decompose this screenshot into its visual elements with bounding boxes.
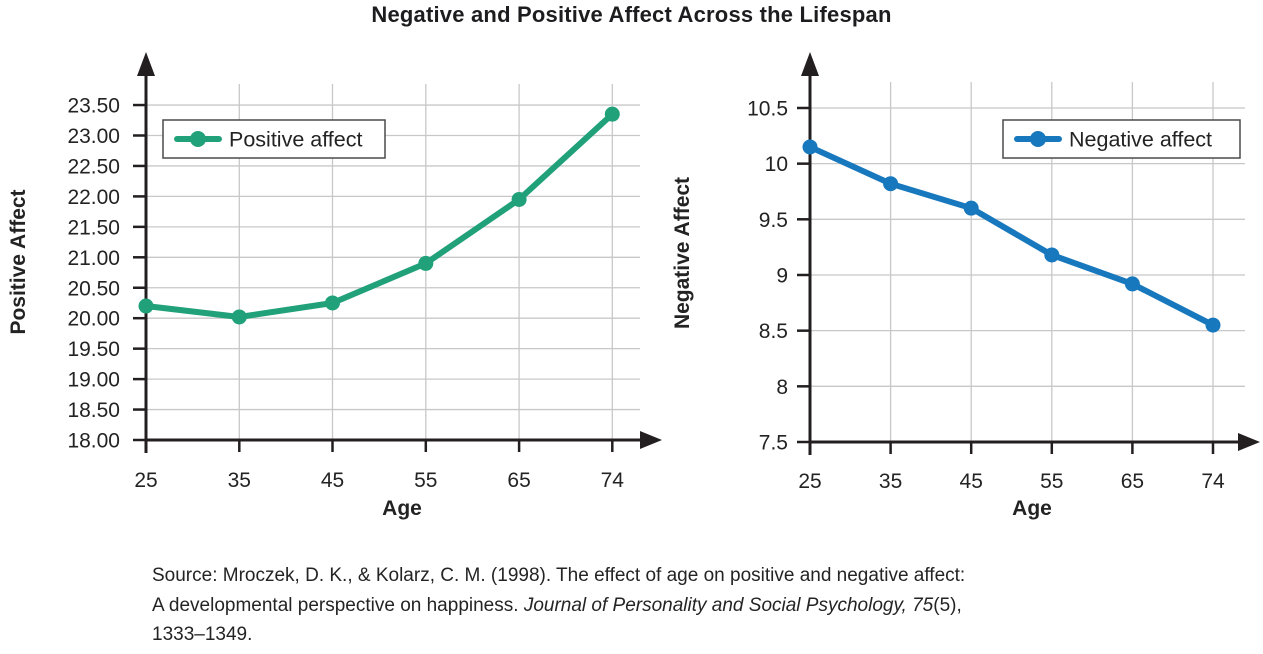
y-axis-arrow [801, 52, 819, 76]
x-tick-label: 35 [228, 469, 251, 492]
x-tick-label: 25 [134, 469, 157, 492]
data-point [1124, 276, 1140, 292]
y-tick-label: 20.00 [67, 308, 120, 331]
y-tick-label: 9.5 [759, 209, 788, 232]
y-tick-label: 7.5 [759, 432, 788, 455]
data-line [807, 143, 1216, 329]
data-point [604, 106, 620, 122]
y-tick-label: 23.00 [67, 125, 120, 148]
x-tick-label: 55 [414, 469, 437, 492]
data-point [883, 176, 899, 192]
data-line [143, 111, 616, 320]
source-line-2-pre: A developmental perspective on happiness… [152, 594, 524, 616]
y-tick-label: 21.00 [67, 247, 120, 270]
source-line-3: 1333–1349. [152, 624, 253, 645]
x-tick-label: 55 [1040, 470, 1063, 493]
x-tick-label: 35 [879, 470, 902, 493]
x-axis-arrow [1238, 433, 1260, 451]
source-line-1: Source: Mroczek, D. K., & Kolarz, C. M. … [152, 565, 966, 586]
x-tick-label: 25 [798, 470, 821, 493]
y-tick-label: 8.5 [759, 320, 788, 343]
source-journal-name: Journal of Personality and Social Psycho… [523, 594, 934, 616]
legend-marker-point [1030, 131, 1046, 147]
y-tick-label: 8 [776, 376, 788, 399]
figure-title: Negative and Positive Affect Across the … [371, 2, 892, 27]
x-tick-label: 74 [1201, 470, 1225, 493]
y-tick-label: 10 [765, 153, 788, 176]
y-tick-label: 19.50 [67, 338, 120, 361]
x-tick-label: 65 [1121, 470, 1144, 493]
y-tick-label: 22.50 [67, 155, 120, 178]
x-tick-label: 65 [507, 469, 530, 492]
y-tick-label: 9 [776, 264, 788, 287]
y-axis-arrow [137, 52, 155, 76]
data-point [1044, 247, 1060, 263]
data-point [138, 298, 154, 314]
x-tick-label: 74 [601, 469, 625, 492]
legend-label: Positive affect [229, 128, 362, 152]
source-line-2: A developmental perspective on happiness… [152, 591, 1052, 621]
negative-affect-plot: 7.5 8 8.5 9 9.5 10 10.5 25 35 45 55 65 74 Negative af… [747, 52, 1260, 493]
y-tick-label: 21.50 [67, 216, 120, 239]
data-point [802, 139, 818, 155]
source-citation: Source: Mroczek, D. K., & Kolarz, C. M. … [152, 561, 1052, 650]
y-tick-label: 18.00 [67, 430, 120, 453]
legend-marker-point [190, 131, 206, 147]
x-tick-label: 45 [960, 470, 983, 493]
data-point [511, 191, 527, 207]
y-tick-label: 22.00 [67, 186, 120, 209]
x-axis-label-age-right: Age [1012, 497, 1052, 520]
data-point [418, 255, 434, 271]
y-tick-label: 10.5 [747, 97, 788, 120]
data-point [231, 309, 247, 325]
data-point [963, 200, 979, 216]
source-line-2-post: (5), [933, 594, 962, 616]
data-point [325, 295, 340, 311]
x-axis-arrow [640, 431, 662, 449]
y-tick-label: 23.50 [67, 95, 120, 118]
y-tick-label: 19.00 [67, 369, 120, 392]
y-tick-label: 20.50 [67, 277, 120, 300]
x-tick-label: 45 [321, 469, 344, 492]
positive-affect-plot: 18.00 18.50 19.00 19.50 20.00 20.50 21.00 21.50… [67, 52, 662, 492]
data-point [1205, 317, 1221, 333]
y-tick-label: 18.50 [67, 399, 120, 422]
legend-label: Negative affect [1069, 128, 1212, 152]
x-axis-label-age-left: Age [382, 497, 422, 520]
